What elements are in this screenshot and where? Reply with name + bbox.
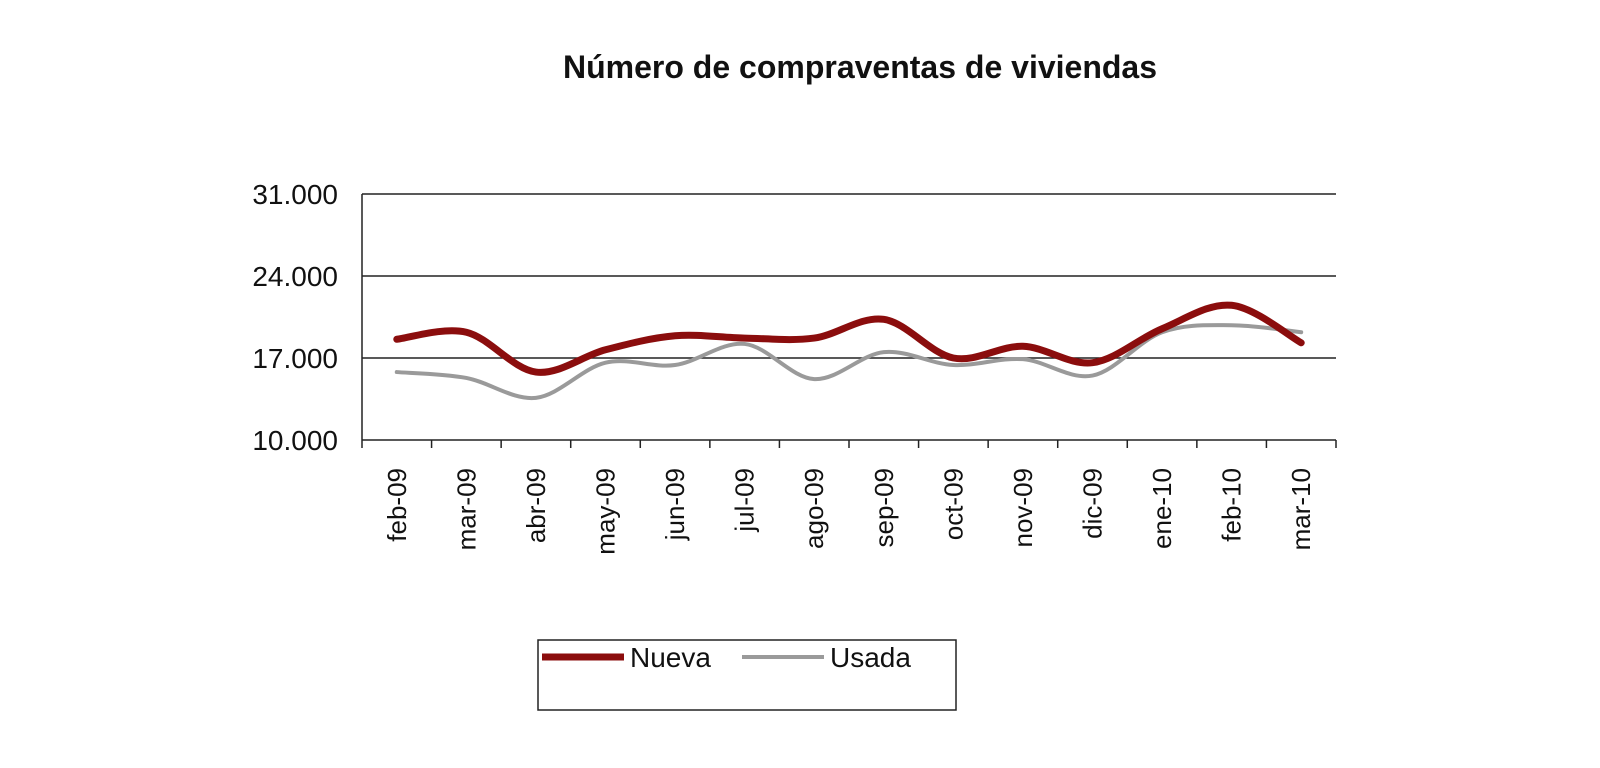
- x-tick-label: oct-09: [938, 468, 968, 540]
- y-tick-label: 24.000: [252, 261, 338, 292]
- x-tick-label: feb-10: [1217, 468, 1247, 542]
- x-tick-label: ago-09: [799, 468, 829, 549]
- x-tick-label: abr-09: [521, 468, 551, 543]
- y-tick-label: 17.000: [252, 343, 338, 374]
- x-tick-label: mar-10: [1286, 468, 1316, 550]
- x-tick-label: dic-09: [1078, 468, 1108, 539]
- legend-label: Usada: [830, 642, 911, 673]
- x-tick-label: jun-09: [660, 468, 690, 541]
- x-tick-label: mar-09: [451, 468, 481, 550]
- legend-label: Nueva: [630, 642, 711, 673]
- x-tick-label: feb-09: [382, 468, 412, 542]
- legend-box: [537, 639, 957, 711]
- y-tick-label: 31.000: [252, 179, 338, 210]
- x-tick-label: nov-09: [1008, 468, 1038, 548]
- x-tick-label: ene-10: [1147, 468, 1177, 549]
- x-tick-label: sep-09: [869, 468, 899, 548]
- x-tick-label: may-09: [591, 468, 621, 555]
- y-tick-label: 10.000: [252, 425, 338, 456]
- series-line: [393, 301, 1305, 376]
- chart-title: Número de compraventas de viviendas: [563, 49, 1157, 85]
- x-tick-label: jul-09: [730, 468, 760, 533]
- series-line: [394, 323, 1304, 400]
